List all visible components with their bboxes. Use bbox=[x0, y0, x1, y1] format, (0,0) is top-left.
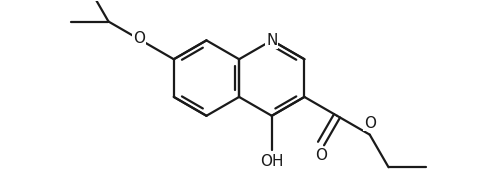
Text: N: N bbox=[265, 33, 277, 48]
Text: O: O bbox=[314, 147, 326, 162]
Text: O: O bbox=[363, 116, 375, 131]
Text: OH: OH bbox=[260, 154, 283, 169]
Text: O: O bbox=[133, 31, 145, 46]
